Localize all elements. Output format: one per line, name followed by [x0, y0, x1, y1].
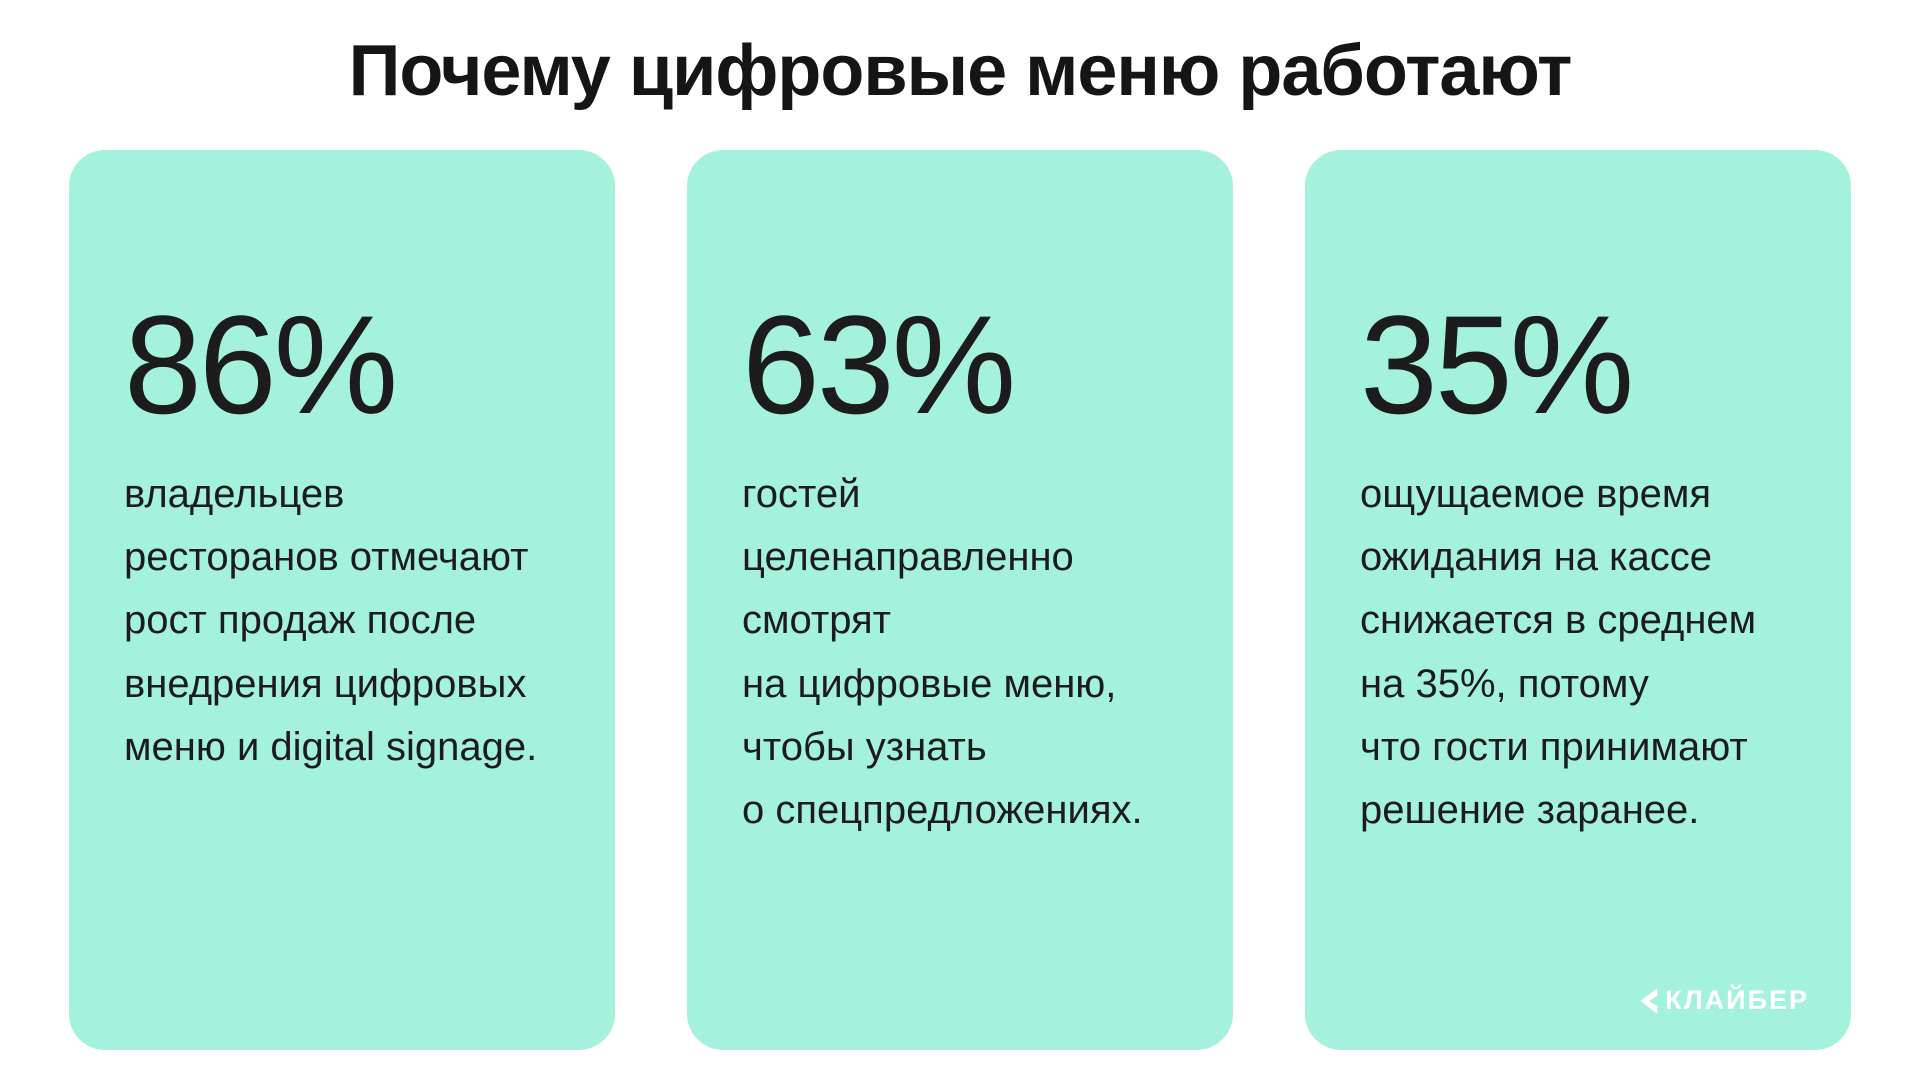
- stat-card-2: 63% гостей целенаправленно смотрят на ци…: [687, 150, 1233, 1050]
- stat-card-1: 86% владельцев ресторанов отмечают рост …: [69, 150, 615, 1050]
- chevron-left-icon: [1636, 987, 1658, 1014]
- brand-logo: КЛАЙБЕР: [1636, 985, 1809, 1016]
- stat-value-2: 63%: [742, 286, 1016, 443]
- stat-value-1: 86%: [124, 286, 398, 443]
- stat-cards-row: 86% владельцев ресторанов отмечают рост …: [0, 150, 1920, 1050]
- stat-description-1: владельцев ресторанов отмечают рост прод…: [124, 472, 538, 769]
- stat-description-2: гостей целенаправленно смотрят на цифров…: [742, 472, 1143, 832]
- stat-card-3: 35% ощущаемое время ожидания на кассе сн…: [1305, 150, 1851, 1050]
- page-title: Почему цифровые меню работают: [348, 31, 1573, 111]
- stat-description-3: ощущаемое время ожидания на кассе снижае…: [1360, 472, 1757, 832]
- stat-value-3: 35%: [1360, 286, 1634, 443]
- brand-name: КЛАЙБЕР: [1665, 985, 1809, 1015]
